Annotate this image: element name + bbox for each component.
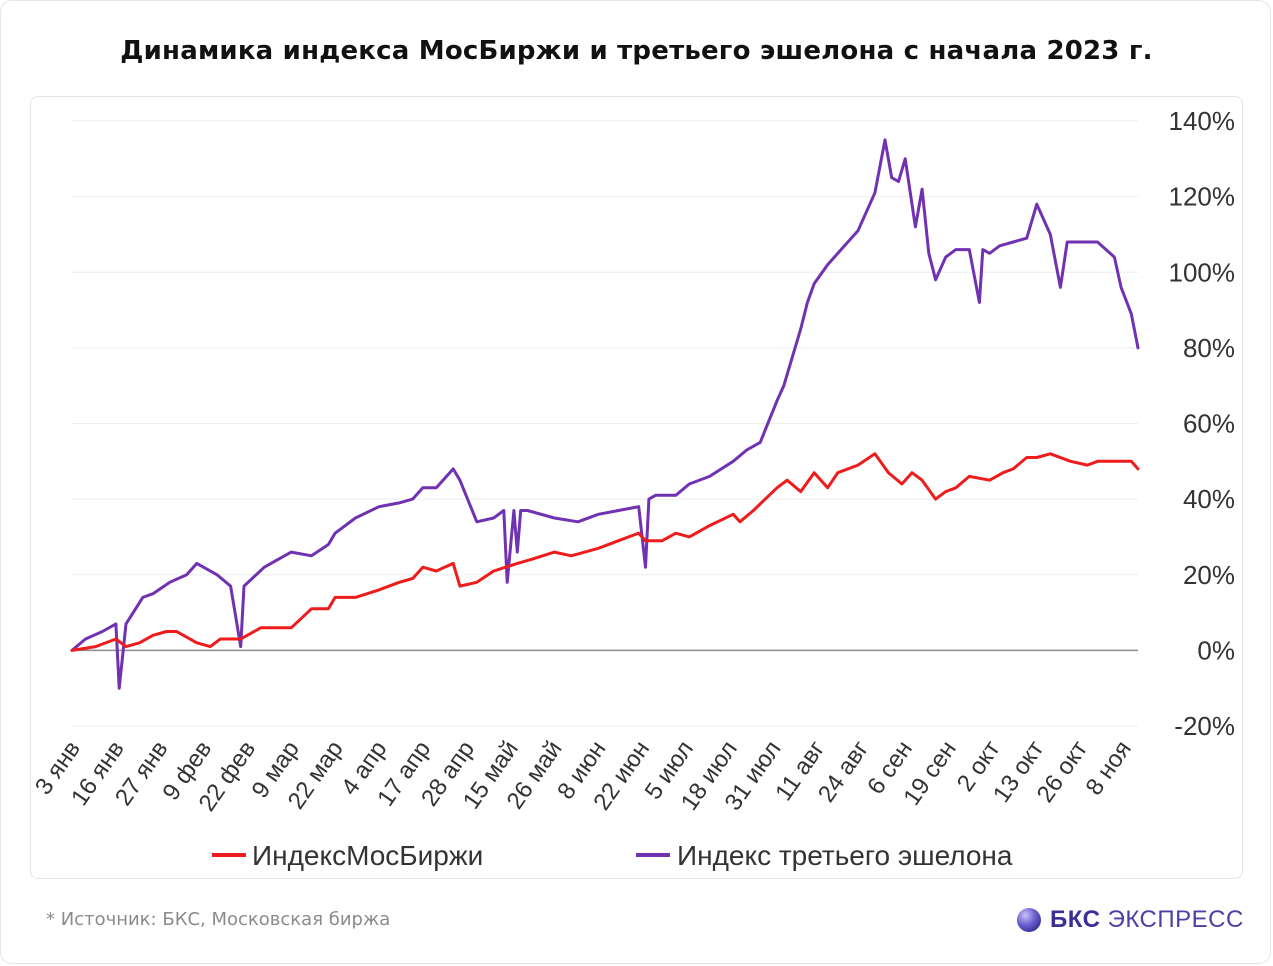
y-tick-label: -20% xyxy=(1174,711,1235,741)
y-tick-label: 60% xyxy=(1183,409,1235,439)
y-axis-ticks: -20% 0% 20% 40% 60% 80% 100% 120% 140% xyxy=(1169,106,1236,741)
series-layer xyxy=(70,138,1140,690)
legend-label-moex: ИндексМосБиржи xyxy=(252,840,483,871)
chart-title: Динамика индекса МосБиржи и третьего эше… xyxy=(120,36,1153,66)
y-tick-label: 20% xyxy=(1183,560,1235,590)
brand-text: БКС ЭКСПРЕСС xyxy=(1050,906,1244,934)
brand-text-bold: БКС xyxy=(1050,906,1101,933)
y-tick-label: 40% xyxy=(1183,484,1235,514)
bks-sphere-icon xyxy=(1017,908,1041,932)
y-tick-label: 140% xyxy=(1169,106,1236,136)
y-tick-label: 100% xyxy=(1169,257,1236,287)
x-tick-label: 8 ноя xyxy=(1081,736,1137,800)
series-line-third xyxy=(70,138,1140,690)
y-tick-label: 80% xyxy=(1183,333,1235,363)
chart-card xyxy=(30,96,1243,879)
legend-label-third: Индекс третьего эшелона xyxy=(677,840,1013,871)
legend: ИндексМосБиржи Индекс третьего эшелона xyxy=(212,840,1013,871)
grid-layer xyxy=(72,120,1138,727)
source-note: * Источник: БКС, Московская биржа xyxy=(46,909,391,930)
series-line-moex xyxy=(70,452,1140,652)
y-tick-label: 0% xyxy=(1197,635,1235,665)
brand-text-rest: ЭКСПРЕСС xyxy=(1107,906,1244,933)
y-tick-label: 120% xyxy=(1169,182,1236,212)
brand-logo: БКС ЭКСПРЕСС xyxy=(1016,904,1244,936)
